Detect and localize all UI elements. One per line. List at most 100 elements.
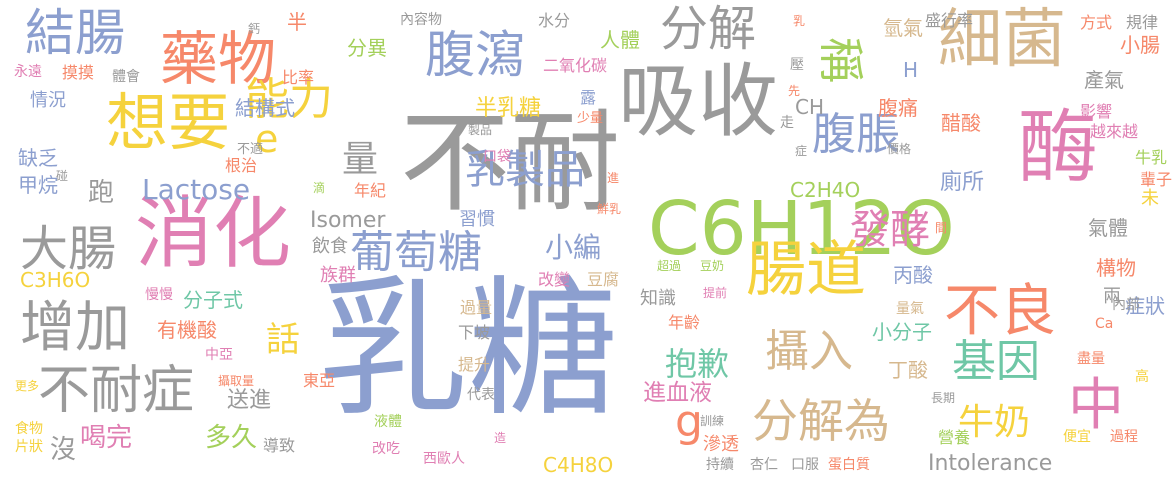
- word-cloud-word: 壓: [790, 57, 804, 73]
- word-cloud-word: 片狀: [15, 439, 43, 455]
- word-cloud-word: 氫氣: [883, 16, 923, 40]
- word-cloud-word: 年齡: [668, 313, 701, 332]
- word-cloud-word: 小分子: [872, 320, 932, 344]
- word-cloud-word: 比率: [282, 68, 315, 87]
- word-cloud-word: 丙酸: [893, 263, 933, 287]
- word-cloud-word: 滴: [313, 181, 326, 195]
- word-cloud-word: 持續: [706, 457, 734, 473]
- word-cloud-word: 未: [1141, 188, 1159, 209]
- word-cloud-word: 水分: [538, 11, 571, 30]
- word-cloud-word: 製品: [468, 123, 493, 137]
- word-cloud-word: 腹痛: [878, 96, 918, 120]
- word-cloud-word: 稱: [814, 37, 868, 83]
- word-cloud-word: 液體: [374, 414, 402, 430]
- word-cloud-word: 分解為: [752, 394, 890, 448]
- word-cloud-word: C2H4O: [790, 178, 861, 202]
- word-cloud-word: 吸收: [618, 55, 778, 148]
- word-cloud-word: 分解: [660, 1, 757, 57]
- word-cloud-word: 藥物: [160, 25, 277, 93]
- word-cloud-word: 喝完: [80, 423, 133, 453]
- word-cloud-word: 葡萄糖: [350, 227, 482, 278]
- word-cloud-word: 提升: [458, 355, 491, 374]
- word-cloud-word: 西歐人: [423, 451, 465, 467]
- word-cloud-word: 量: [342, 139, 379, 180]
- word-cloud-word: 構物: [1096, 256, 1136, 280]
- word-cloud-word: 攝取量: [218, 374, 255, 388]
- word-cloud-word: 鈣: [248, 22, 261, 36]
- word-cloud-word: 甲烷: [18, 173, 58, 197]
- word-cloud-word: 習慣: [459, 209, 495, 230]
- word-cloud-word: 缺乏: [18, 146, 58, 170]
- word-cloud-word: 分異: [347, 36, 387, 60]
- word-cloud-word: 蛋白質: [828, 457, 870, 473]
- word-cloud-word: 多久: [205, 423, 258, 453]
- word-cloud-word: Isomer: [310, 208, 386, 233]
- word-cloud-word: 兩: [1103, 286, 1121, 307]
- word-cloud-word: 盛行率: [925, 11, 974, 30]
- word-cloud-word: 牛乳: [1135, 148, 1168, 167]
- word-cloud-word: 價格: [887, 142, 912, 156]
- word-cloud-word: 鮮乳: [597, 202, 622, 216]
- word-cloud-word: 營養: [938, 428, 971, 447]
- word-cloud-word: 過程: [1110, 429, 1138, 445]
- word-cloud-word: 小腸: [1120, 33, 1160, 57]
- word-cloud-word: 酶: [1018, 101, 1098, 194]
- word-cloud-word: C3H6O: [20, 268, 91, 292]
- word-cloud-word: 摸摸: [62, 63, 95, 82]
- word-cloud-word: 乳製品: [465, 147, 585, 193]
- word-cloud-word: 大腸: [20, 221, 117, 277]
- word-cloud-word: e: [255, 117, 279, 161]
- word-cloud-word: 丁酸: [888, 358, 928, 382]
- word-cloud-word: 影響: [1080, 102, 1113, 121]
- word-cloud-word: 氣體: [1088, 216, 1128, 240]
- word-cloud-word: 口袋: [483, 149, 511, 165]
- word-cloud-word: 超過: [657, 259, 682, 273]
- word-cloud-word: 小編: [545, 231, 602, 264]
- word-cloud-word: 年紀: [354, 181, 387, 200]
- word-cloud-word: 想要: [106, 86, 231, 159]
- word-cloud-word: 人體: [600, 28, 640, 52]
- word-cloud-word: 走: [780, 115, 794, 131]
- word-cloud-word: 豆腐: [587, 270, 620, 289]
- word-cloud-word: 不耐症: [38, 361, 195, 421]
- word-cloud-word: 改吃: [372, 441, 400, 457]
- word-cloud-word: 盡量: [1077, 351, 1105, 367]
- word-cloud-word: 慢慢: [145, 287, 173, 303]
- word-cloud-word: 細菌: [938, 3, 1066, 77]
- word-cloud-word: 越來越: [1090, 122, 1139, 141]
- word-cloud-word: 少量: [577, 111, 604, 126]
- word-cloud-word: 進血液: [643, 380, 712, 406]
- word-cloud-word: 廁所: [940, 170, 985, 195]
- word-cloud-word: 乳糖: [318, 263, 619, 437]
- word-cloud-word: 產氣: [1084, 68, 1124, 92]
- word-cloud-word: 訓練: [700, 414, 725, 428]
- word-cloud-word: Lactose: [142, 173, 251, 206]
- word-cloud-word: 導致: [263, 436, 296, 455]
- word-cloud-word: 知識: [640, 288, 676, 309]
- word-cloud-word: 量氣: [896, 301, 924, 317]
- word-cloud-word: g: [675, 396, 703, 447]
- word-cloud-word: 結構式: [235, 96, 295, 120]
- word-cloud-word: 內容物: [400, 12, 442, 28]
- word-cloud-word: 族群: [320, 265, 356, 286]
- word-cloud-word: 豆奶: [700, 259, 725, 273]
- word-cloud-word: 東亞: [303, 371, 336, 390]
- word-cloud-word: 先: [788, 84, 801, 98]
- word-cloud-word: 分子式: [183, 288, 243, 312]
- word-cloud-word: C4H8O: [543, 453, 614, 477]
- word-cloud-word: 提前: [703, 286, 728, 300]
- word-cloud-word: CH: [795, 95, 825, 119]
- word-cloud-word: 碰: [56, 169, 69, 183]
- word-cloud-word: 不良: [944, 279, 1056, 344]
- word-cloud-word: 口服: [791, 457, 819, 473]
- word-cloud-word: 滲透: [703, 434, 739, 455]
- word-cloud-word: 間: [935, 221, 948, 235]
- word-cloud-word: Ca: [1095, 316, 1114, 332]
- word-cloud-word: 體會: [112, 69, 140, 85]
- word-cloud-word: 內部: [1112, 297, 1140, 313]
- word-cloud-word: C6H12O: [648, 186, 955, 272]
- word-cloud-word: 能力: [245, 74, 333, 125]
- word-cloud-word: 跑: [88, 178, 115, 208]
- word-cloud-word: 攝入: [765, 326, 853, 377]
